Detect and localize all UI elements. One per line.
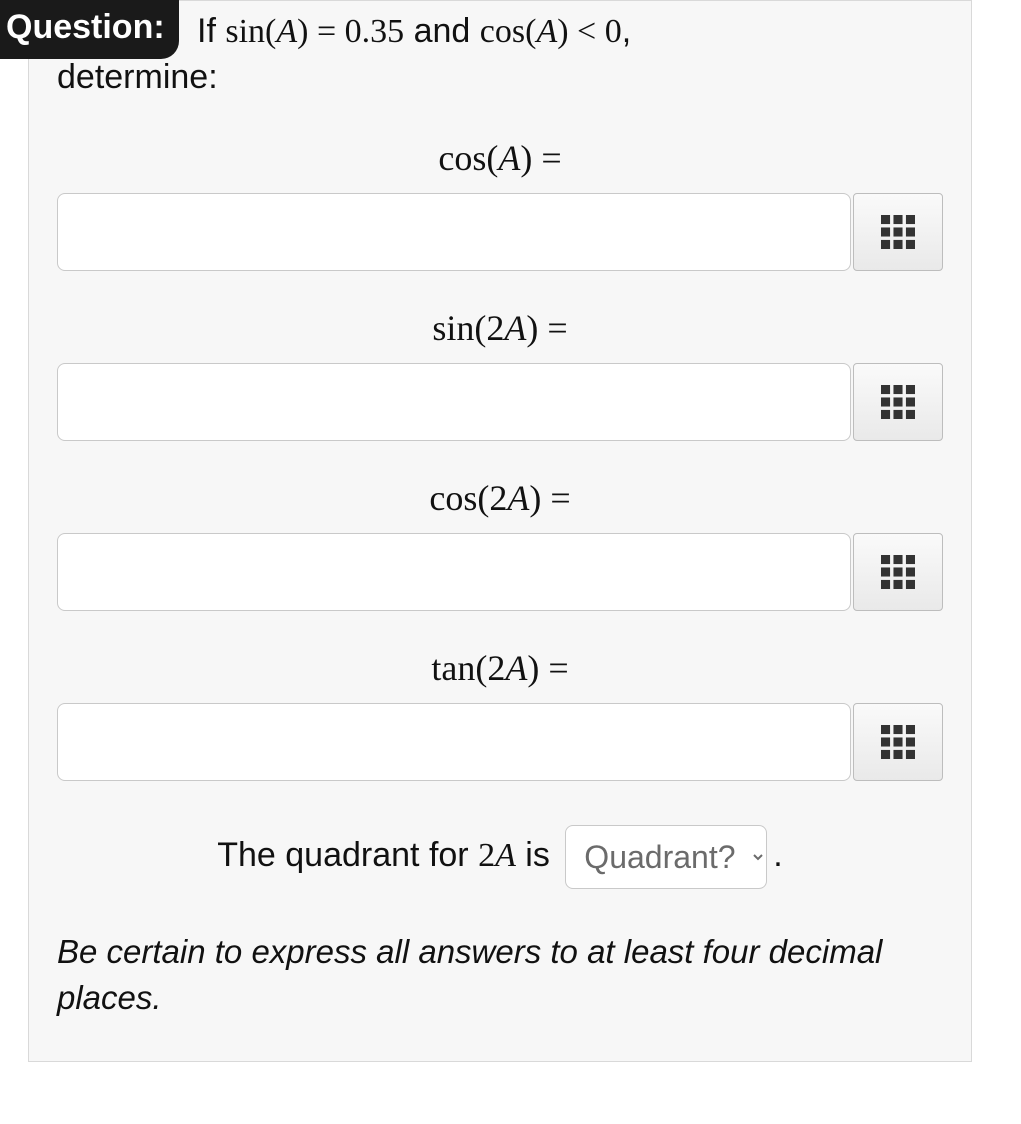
answer-field-1: sin(2A) = <box>57 307 943 441</box>
prompt-val2: 0 <box>605 13 622 50</box>
prompt-open2: ( <box>525 13 536 50</box>
prompt-open1: ( <box>265 13 276 50</box>
prompt-expr1-arg: A <box>276 13 297 50</box>
field-fn: cos <box>438 138 486 178</box>
prompt-rel2: < <box>569 13 605 50</box>
field-close: ) <box>529 478 541 518</box>
quadrant-pre: The quadrant for <box>217 836 478 874</box>
field-row-3 <box>57 703 943 781</box>
keypad-grid-icon <box>881 725 915 759</box>
question-prompt: If sin(A) = 0.35 and cos(A) < 0, determi… <box>197 9 943 101</box>
quadrant-select-wrap: Quadrant? <box>565 825 767 889</box>
prompt-expr1-fn: sin <box>225 13 265 50</box>
field-open: ( <box>486 138 498 178</box>
answer-field-3: tan(2A) = <box>57 647 943 781</box>
prompt-eq1: = <box>308 13 344 50</box>
field-row-1 <box>57 363 943 441</box>
answer-field-0: cos(A) = <box>57 137 943 271</box>
prompt-mid: and <box>404 12 480 50</box>
keypad-grid-icon <box>881 385 915 419</box>
field-label-1: sin(2A) = <box>57 307 943 349</box>
field-close: ) <box>527 648 539 688</box>
arg-num: 2 <box>486 308 504 348</box>
field-fn: cos <box>429 478 477 518</box>
field-open: ( <box>477 478 489 518</box>
question-card: If sin(A) = 0.35 and cos(A) < 0, determi… <box>28 0 972 1062</box>
quadrant-mid: is <box>516 836 559 874</box>
field-eq: = <box>541 478 570 518</box>
keypad-button-3[interactable] <box>853 703 943 781</box>
answer-input-1[interactable] <box>57 363 851 441</box>
prompt-line2: determine: <box>57 55 943 101</box>
field-close: ) <box>520 138 532 178</box>
field-eq: = <box>539 648 568 688</box>
answer-input-2[interactable] <box>57 533 851 611</box>
quadrant-arg-wrap: 2A <box>478 837 516 874</box>
field-open: ( <box>474 308 486 348</box>
arg-num: 2 <box>487 648 505 688</box>
field-label-0: cos(A) = <box>57 137 943 179</box>
keypad-button-0[interactable] <box>853 193 943 271</box>
arg-var: A <box>498 138 520 178</box>
prompt-prefix: If <box>197 12 225 50</box>
quadrant-post: . <box>773 836 782 874</box>
field-fn: sin <box>432 308 474 348</box>
question-badge: Question: <box>0 0 179 59</box>
answer-input-0[interactable] <box>57 193 851 271</box>
field-label-2: cos(2A) = <box>57 477 943 519</box>
quadrant-arg-var: A <box>495 837 516 874</box>
prompt-expr2-arg: A <box>536 13 557 50</box>
arg-var: A <box>505 648 527 688</box>
prompt-val1: 0.35 <box>345 13 405 50</box>
prompt-close2: ) <box>557 13 568 50</box>
answer-input-3[interactable] <box>57 703 851 781</box>
prompt-expr2-fn: cos <box>480 13 525 50</box>
field-close: ) <box>526 308 538 348</box>
keypad-button-1[interactable] <box>853 363 943 441</box>
prompt-suffix: , <box>622 12 631 50</box>
answer-field-2: cos(2A) = <box>57 477 943 611</box>
arg-num: 2 <box>489 478 507 518</box>
quadrant-arg-num: 2 <box>478 837 495 874</box>
field-row-0 <box>57 193 943 271</box>
decimal-note: Be certain to express all answers to at … <box>57 929 943 1021</box>
quadrant-select[interactable]: Quadrant? <box>565 825 767 889</box>
keypad-grid-icon <box>881 555 915 589</box>
field-label-3: tan(2A) = <box>57 647 943 689</box>
quadrant-line: The quadrant for 2A is Quadrant? . <box>57 825 943 889</box>
field-eq: = <box>532 138 561 178</box>
keypad-grid-icon <box>881 215 915 249</box>
arg-var: A <box>504 308 526 348</box>
field-fn: tan <box>431 648 475 688</box>
question-badge-label: Question: <box>6 8 165 46</box>
prompt-close1: ) <box>297 13 308 50</box>
field-open: ( <box>475 648 487 688</box>
field-eq: = <box>538 308 567 348</box>
arg-var: A <box>507 478 529 518</box>
field-row-2 <box>57 533 943 611</box>
keypad-button-2[interactable] <box>853 533 943 611</box>
